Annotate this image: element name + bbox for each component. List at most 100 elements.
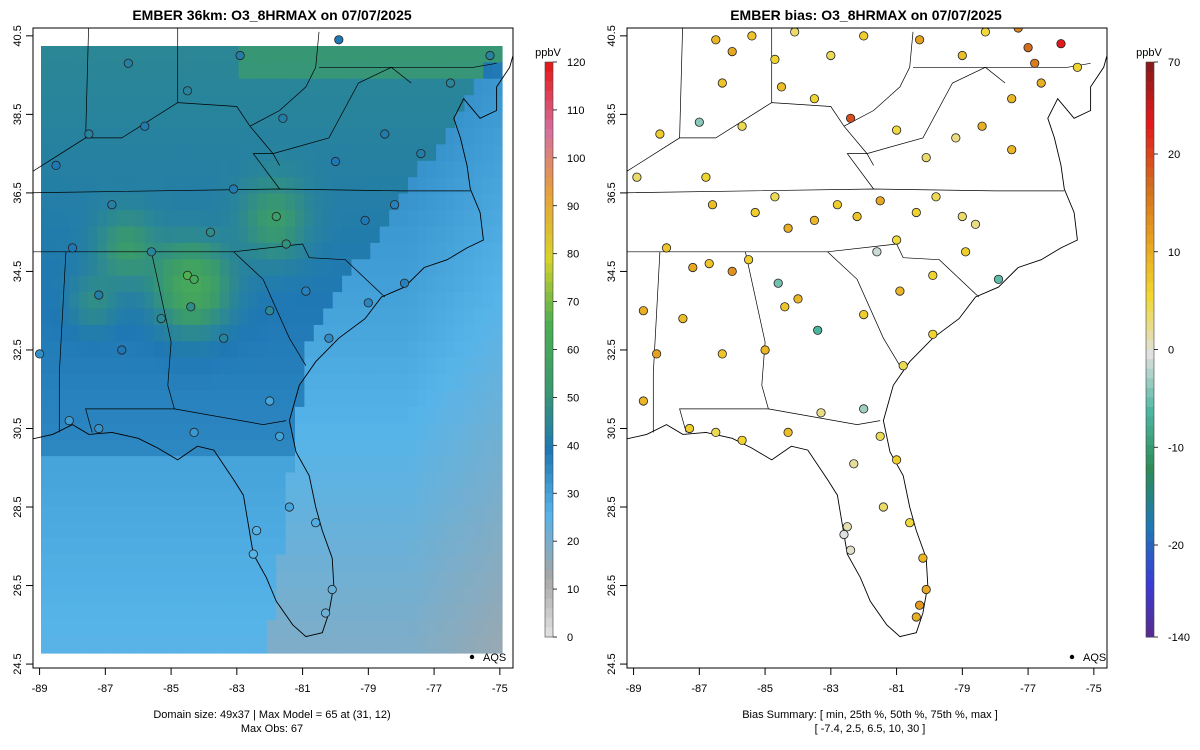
heatmap-cell <box>182 111 193 129</box>
heatmap-cell <box>398 603 409 621</box>
x-tick-label: -85 <box>757 683 773 695</box>
heatmap-cell <box>238 275 249 293</box>
station-marker <box>205 227 216 237</box>
heatmap-cell <box>191 324 202 342</box>
colorbar-tick-label: -10 <box>1168 442 1184 454</box>
heatmap-cell <box>69 275 80 293</box>
heatmap-cell <box>445 587 456 605</box>
heatmap-cell <box>257 226 268 244</box>
station-marker <box>252 525 262 536</box>
bias-marker <box>684 423 695 434</box>
heatmap-cell <box>426 144 437 162</box>
heatmap-cell <box>360 636 371 654</box>
heatmap-cell <box>304 587 315 605</box>
heatmap-cell <box>464 78 475 96</box>
colorbar-segment <box>545 81 553 92</box>
heatmap-cell <box>473 226 484 244</box>
colorbar-segment <box>1146 196 1154 207</box>
heatmap-cell <box>97 292 108 310</box>
heatmap-cell <box>172 275 183 293</box>
heatmap-cell <box>342 390 353 408</box>
heatmap-cell <box>379 78 390 96</box>
heatmap-cell <box>182 571 193 588</box>
colorbar-tick-label: 0 <box>567 632 573 644</box>
heatmap-cell <box>97 259 108 277</box>
heatmap-cell <box>116 587 127 605</box>
heatmap-cell <box>473 374 484 392</box>
heatmap-cell <box>342 144 353 162</box>
station-marker <box>389 200 400 210</box>
heatmap-cell <box>248 587 258 605</box>
left-y-axis: 24.526.528.530.532.534.536.538.540.5 <box>12 25 33 675</box>
heatmap-cell <box>88 308 98 326</box>
heatmap-cell <box>78 144 89 162</box>
heatmap-cell <box>97 488 108 506</box>
heatmap-cell <box>163 226 174 244</box>
heatmap-cell <box>323 488 334 506</box>
heatmap-cell <box>342 554 353 572</box>
heatmap-cell <box>200 587 211 605</box>
heatmap-cell <box>295 423 305 441</box>
y-tick-label: 38.5 <box>12 104 24 125</box>
colorbar-segment <box>1146 301 1154 312</box>
heatmap-cell <box>426 521 437 539</box>
heatmap-cell <box>473 292 484 310</box>
heatmap-cell <box>106 521 117 539</box>
heatmap-cell <box>210 521 221 539</box>
heatmap-cell <box>69 46 80 63</box>
heatmap-cell <box>417 472 428 490</box>
state-border <box>85 28 89 138</box>
bias-marker <box>737 435 747 445</box>
heatmap-cell <box>407 406 418 424</box>
heatmap-cell <box>417 193 428 211</box>
heatmap-cell <box>229 78 240 96</box>
heatmap-cell <box>323 505 334 523</box>
station-marker <box>334 35 344 45</box>
heatmap-cell <box>323 636 334 654</box>
station-marker <box>360 215 370 225</box>
heatmap-cell <box>163 78 174 96</box>
station-marker <box>485 50 495 61</box>
colorbar-segment <box>1146 397 1154 408</box>
heatmap-cell <box>191 587 202 605</box>
heatmap-cell <box>153 406 164 424</box>
colorbar-segment <box>545 589 553 600</box>
heatmap-cell <box>106 242 117 260</box>
heatmap-cell <box>464 275 475 293</box>
heatmap-cell <box>153 210 164 228</box>
heatmap-cell <box>295 603 305 621</box>
heatmap-cell <box>88 226 98 244</box>
heatmap-cell <box>219 210 230 228</box>
heatmap-cell <box>379 603 390 621</box>
heatmap-cell <box>492 439 503 457</box>
heatmap-cell <box>323 128 334 145</box>
heatmap-cell <box>332 505 343 523</box>
heatmap-cell <box>332 554 343 572</box>
heatmap-cell <box>417 439 428 457</box>
left-map-borders <box>33 28 513 638</box>
colorbar-tick-label: -20 <box>1168 540 1184 552</box>
heatmap-cell <box>379 390 390 408</box>
heatmap-cell <box>50 423 61 441</box>
heatmap-cell <box>248 472 258 490</box>
aqs-legend-dot <box>1069 654 1075 660</box>
heatmap-cell <box>266 571 277 588</box>
heatmap-cell <box>257 177 268 195</box>
heatmap-cell <box>41 324 51 342</box>
station-marker <box>265 306 275 316</box>
heatmap-cell <box>144 374 155 392</box>
heatmap-cell <box>41 226 51 244</box>
heatmap-cell <box>445 406 456 424</box>
heatmap-cell <box>473 620 484 638</box>
heatmap-cell <box>323 95 334 113</box>
heatmap-cell <box>323 620 334 638</box>
heatmap-cell <box>125 636 136 654</box>
heatmap-cell <box>483 571 494 588</box>
bias-marker <box>678 313 688 324</box>
heatmap-cell <box>426 226 437 244</box>
heatmap-cell <box>59 193 70 211</box>
heatmap-cell <box>219 603 230 621</box>
heatmap-cell <box>163 111 174 129</box>
colorbar-segment <box>1146 282 1154 293</box>
heatmap-cell <box>417 521 428 539</box>
